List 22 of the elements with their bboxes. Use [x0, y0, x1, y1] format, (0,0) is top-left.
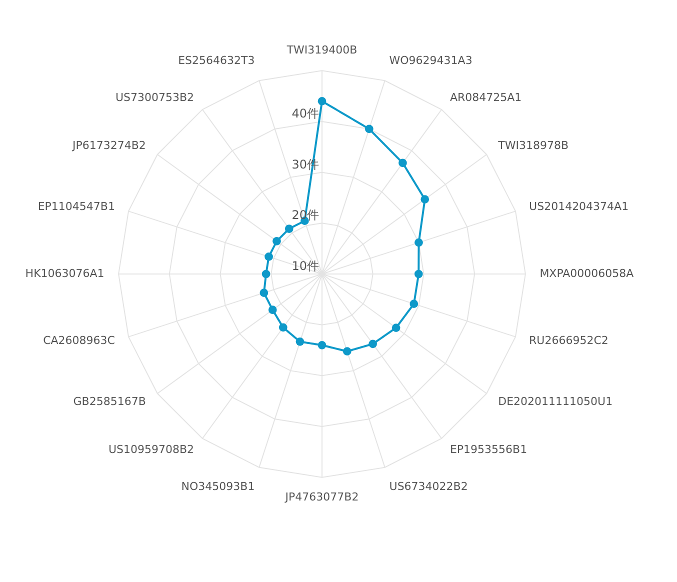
spoke-label: US7300753B2: [115, 90, 194, 104]
y-tick-label: 10件: [292, 259, 319, 273]
spoke-label: TWI318978B: [497, 139, 569, 152]
spoke-label: GB2585167B: [73, 394, 146, 408]
spoke-label: EP1953556B1: [450, 443, 528, 456]
spoke-label: MXPA00006058A: [540, 267, 634, 280]
spoke-label: US2014204374A1: [529, 200, 629, 213]
spoke-label: JP6173274B2: [71, 139, 146, 152]
spoke-label: TWI319400B: [286, 43, 358, 56]
spoke-label: US6734022B2: [389, 480, 468, 494]
spoke-label: CA2608963C: [43, 334, 116, 348]
spoke-label: JP4763077B2: [284, 490, 359, 504]
spoke-label: ES2564632T3: [178, 54, 255, 67]
spoke-label: EP1104547B1: [38, 200, 115, 213]
spoke-label: WO9629431A3: [389, 54, 472, 67]
spoke-label: HK1063076A1: [25, 267, 104, 280]
spoke-label: AR084725A1: [450, 90, 522, 104]
spoke-label: US10959708B2: [108, 443, 194, 456]
spoke-label: NO345093B1: [181, 480, 255, 494]
y-tick-label: 40件: [292, 106, 319, 120]
spoke-label: RU2666952C2: [529, 334, 608, 348]
spoke-label: DE202011111050U1: [498, 394, 613, 408]
